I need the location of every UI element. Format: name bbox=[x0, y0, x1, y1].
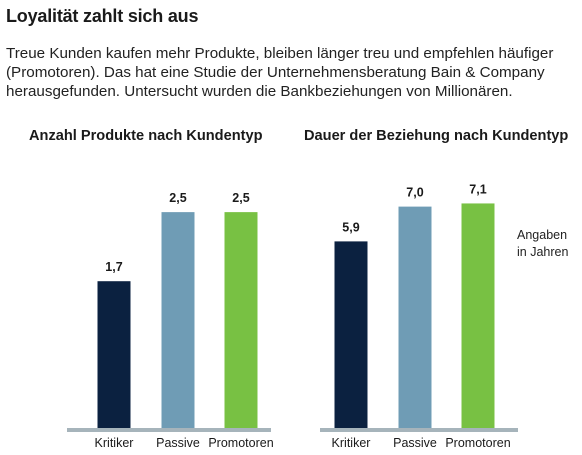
unit-note-line: Angaben bbox=[517, 228, 568, 242]
unit-note-line: in Jahren bbox=[517, 245, 569, 259]
intro-line: (Promotoren). Das hat eine Studie der Un… bbox=[6, 64, 545, 81]
category-label: Passive bbox=[393, 436, 437, 450]
x-axis-baseline bbox=[320, 428, 518, 432]
bar-passive bbox=[161, 212, 195, 428]
chart-title-products: Anzahl Produkte nach Kundentyp bbox=[29, 128, 263, 144]
value-label: 5,9 bbox=[342, 220, 359, 234]
bar-kritiker bbox=[97, 281, 131, 428]
bar-promotoren bbox=[461, 203, 495, 428]
category-label: Promotoren bbox=[445, 436, 510, 450]
value-label: 2,5 bbox=[232, 191, 249, 205]
chart-title-duration: Dauer der Beziehung nach Kundentyp bbox=[304, 128, 569, 144]
intro-line: herausgefunden. Untersucht wurden die Ba… bbox=[6, 83, 513, 100]
bar-promotoren bbox=[224, 212, 258, 428]
category-label: Passive bbox=[156, 436, 200, 450]
category-label: Promotoren bbox=[208, 436, 273, 450]
intro-line: Treue Kunden kaufen mehr Produkte, bleib… bbox=[6, 45, 554, 62]
category-label: Kritiker bbox=[95, 436, 134, 450]
value-label: 7,0 bbox=[406, 186, 423, 200]
intro-text: Treue Kunden kaufen mehr Produkte, bleib… bbox=[6, 44, 576, 101]
value-label: 7,1 bbox=[469, 182, 486, 196]
page-title: Loyalität zahlt sich aus bbox=[6, 6, 199, 26]
category-label: Kritiker bbox=[332, 436, 371, 450]
value-label: 2,5 bbox=[169, 191, 186, 205]
bar-kritiker bbox=[334, 241, 368, 428]
value-label: 1,7 bbox=[105, 260, 122, 274]
unit-note: Angaben in Jahren bbox=[517, 227, 568, 261]
x-axis-baseline bbox=[67, 428, 271, 432]
bar-passive bbox=[398, 206, 432, 428]
